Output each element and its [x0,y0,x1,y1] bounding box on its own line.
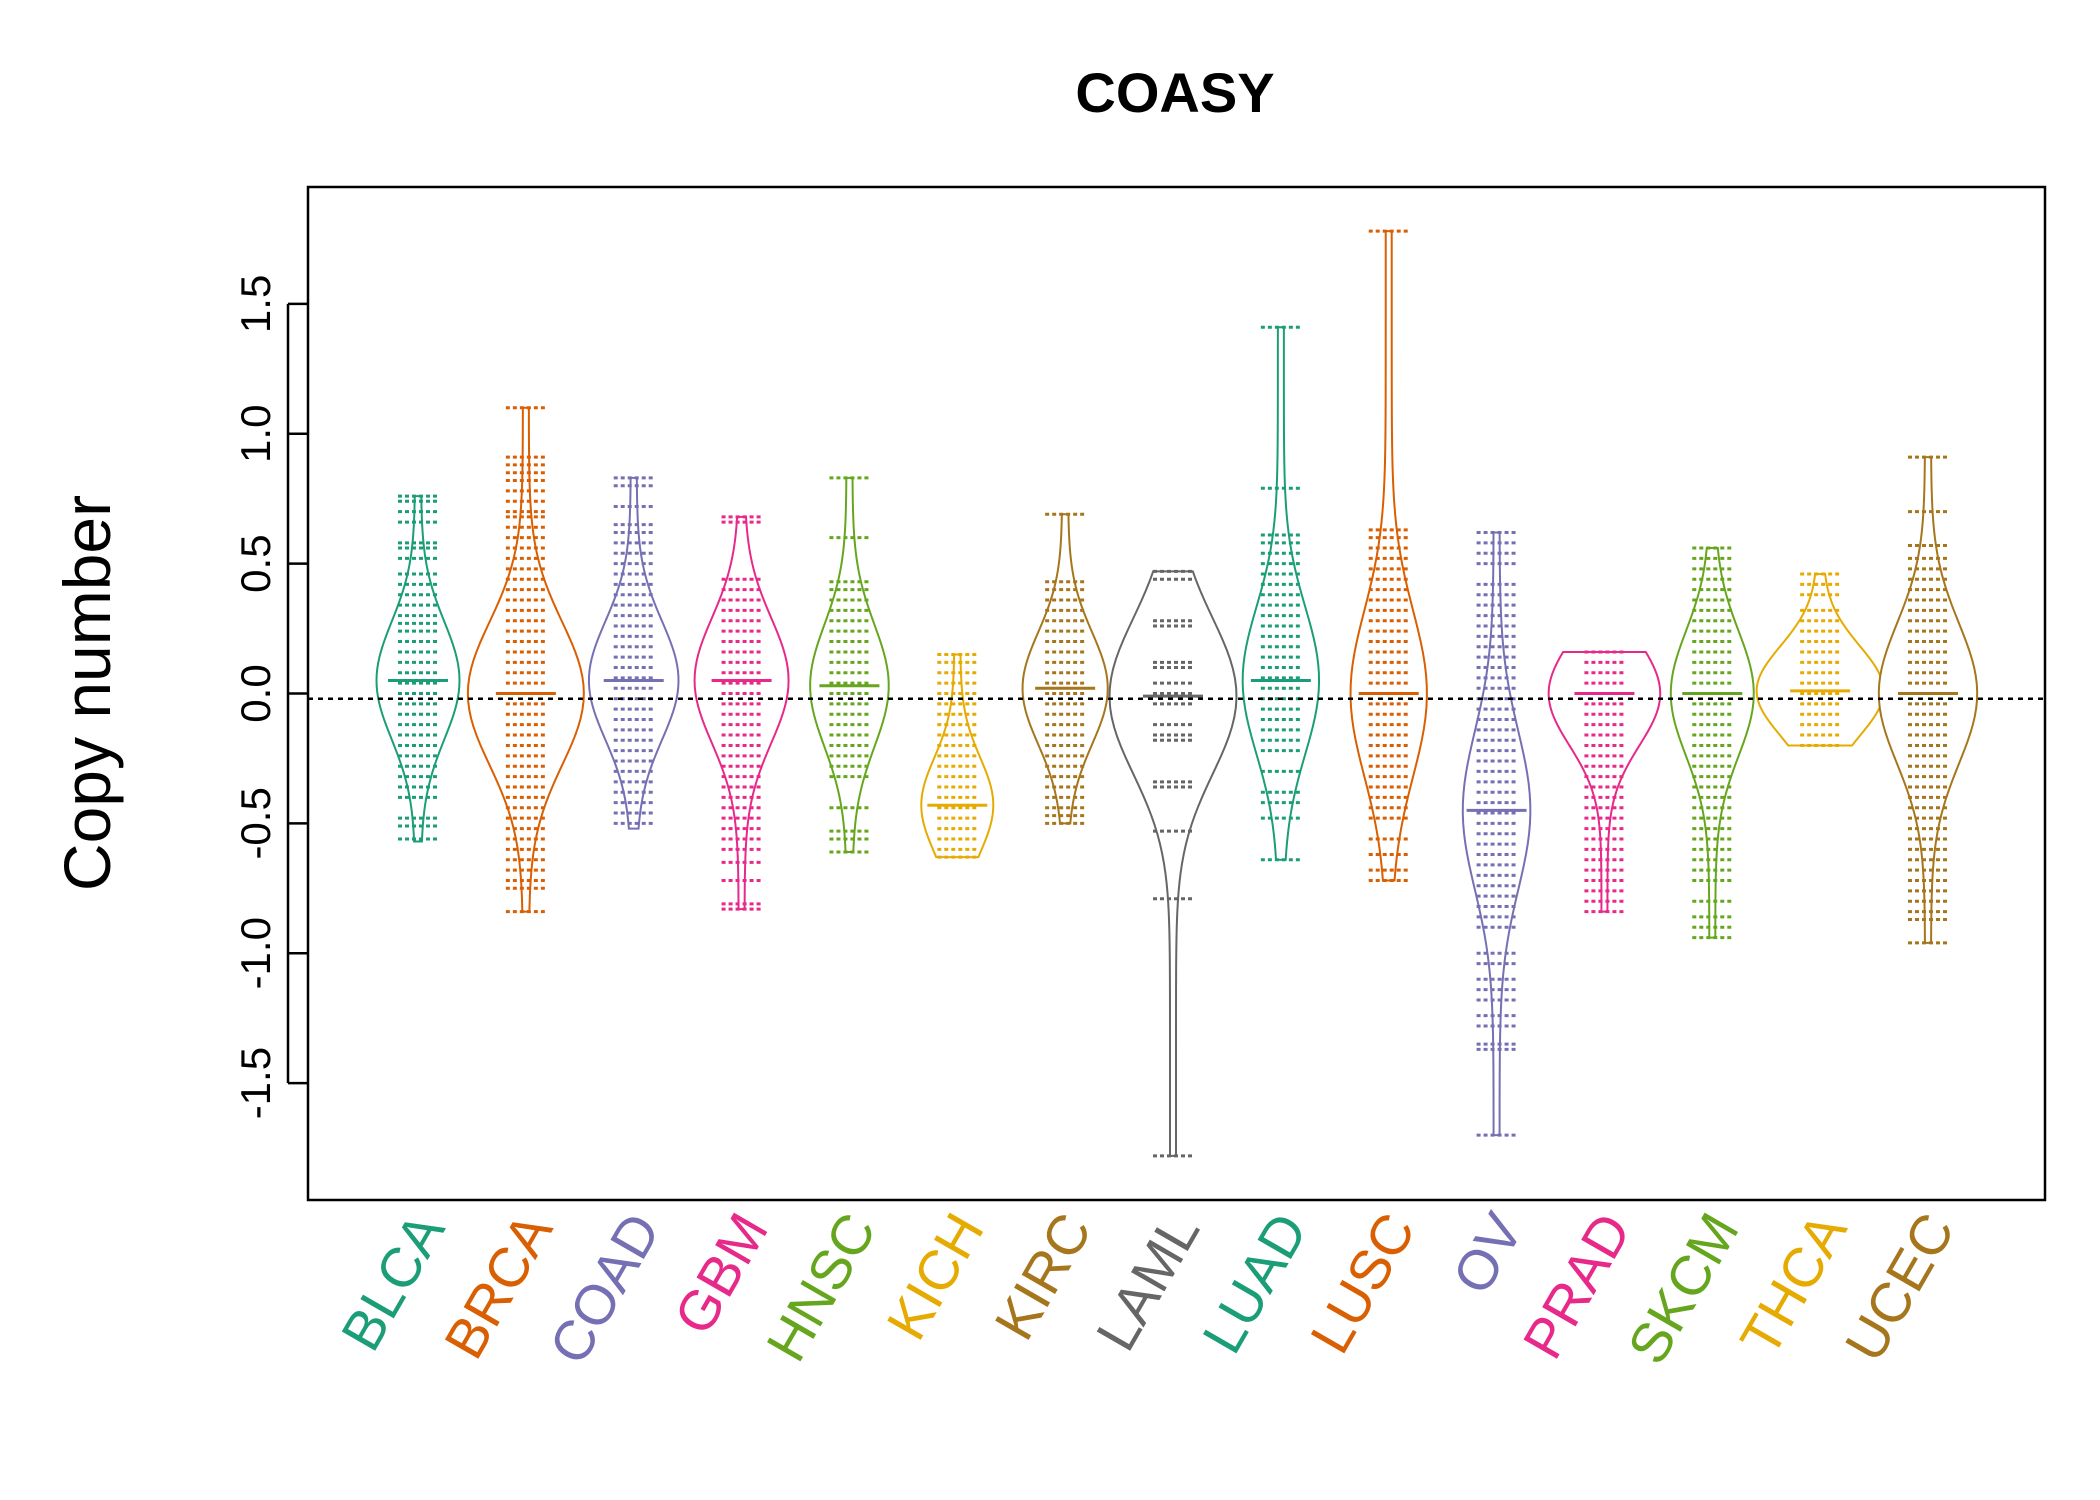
y-axis: -1.5 -1.0 -0.5 0.0 0.5 1.0 1.5 [232,275,308,1119]
x-tick-label-ucec: UCEC [1832,1203,1966,1372]
x-tick-label-skcm: SKCM [1615,1203,1750,1375]
y-tick-label: -1.5 [232,1047,279,1119]
y-tick-label: -0.5 [232,787,279,859]
bean-density [1877,456,1979,944]
bean-blca [375,494,461,843]
y-tick-label: 0.5 [232,534,279,592]
bean-ucec [1877,455,1979,945]
bean-density [587,476,680,830]
x-tick-label-luad: LUAD [1190,1203,1319,1364]
bean-brca [466,406,585,914]
x-tick-label-ov: OV [1440,1202,1535,1304]
y-tick-label: -1.0 [232,917,279,989]
bean-laml [1108,569,1238,1158]
bean-density [1349,230,1428,882]
bean-kirc [1021,512,1109,825]
y-tick-label: 0.0 [232,664,279,722]
bean-ov [1461,530,1532,1137]
x-tick-label-hnsc: HNSC [754,1203,888,1372]
bean-luad [1241,325,1321,862]
bean-density [466,406,585,913]
x-tick-label-coad: COAD [537,1203,672,1375]
bean-gbm [693,515,790,911]
chart-title: COASY [1075,61,1274,124]
y-tick-label: 1.0 [232,405,279,463]
x-tick-label-gbm: GBM [662,1203,780,1345]
x-tick-label-laml: LAML [1084,1203,1212,1361]
y-axis-label: Copy number [50,495,124,891]
bean-density [693,515,790,911]
bean-density [375,495,461,843]
bean-coad [587,476,680,830]
bean-skcm [1669,546,1755,940]
bean-thca [1755,572,1885,747]
bean-density [920,653,995,859]
bean-density [1241,326,1321,861]
bean-density [1108,570,1238,1157]
bean-density [1547,650,1662,913]
bean-density [1461,531,1532,1137]
x-tick-label-kich: KICH [874,1203,995,1350]
bean-lusc [1349,229,1428,883]
x-tick-label-lusc: LUSC [1298,1203,1427,1364]
bean-density [1755,573,1885,747]
bean-hnsc [809,476,890,854]
bean-density [1669,547,1755,939]
bean-density [809,476,890,853]
y-tick-label: 1.5 [232,275,279,333]
beans-layer [375,229,1979,1158]
bean-density [1021,513,1109,825]
bean-prad [1547,650,1662,914]
bean-kich [920,653,995,859]
